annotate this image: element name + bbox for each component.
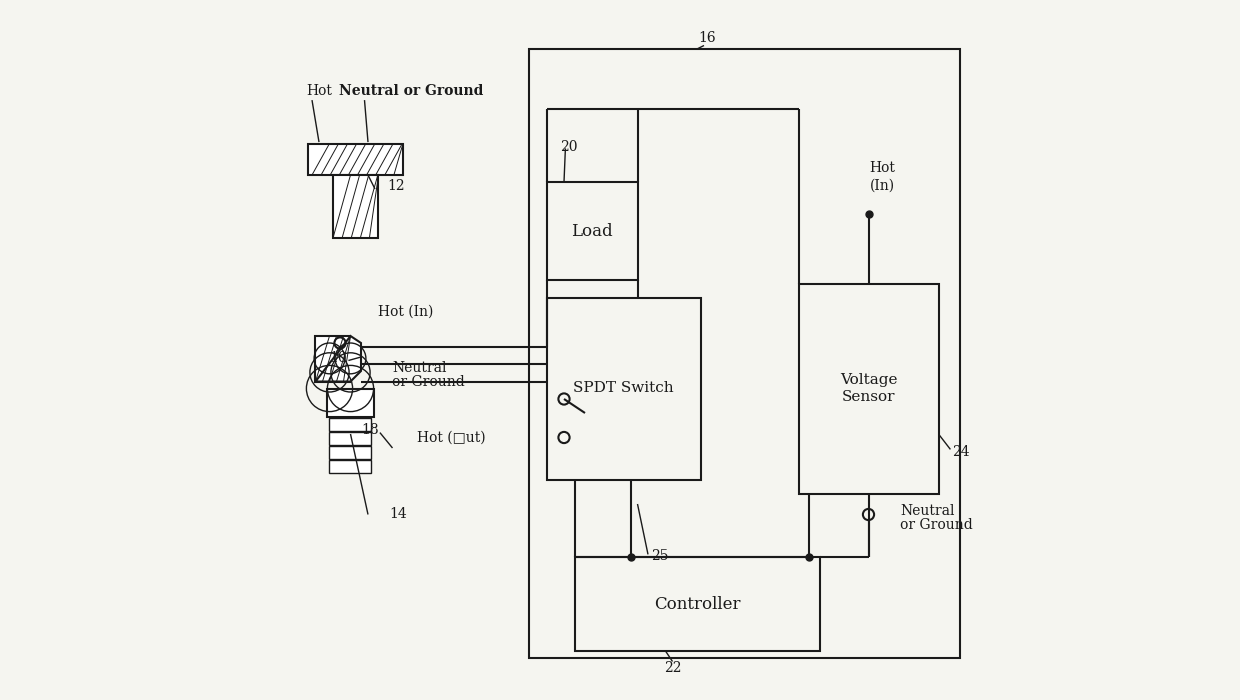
Text: Load: Load [572, 223, 613, 239]
Text: 14: 14 [389, 508, 407, 522]
Text: or Ground: or Ground [393, 374, 465, 388]
Text: or Ground: or Ground [900, 518, 972, 532]
Text: Hot: Hot [869, 161, 895, 175]
Text: Voltage
Sensor: Voltage Sensor [839, 373, 898, 404]
Text: Neutral: Neutral [900, 504, 955, 518]
Polygon shape [315, 336, 351, 382]
Bar [327, 389, 373, 416]
Bar [574, 556, 820, 651]
Bar [330, 446, 372, 459]
Polygon shape [334, 175, 378, 238]
Bar [330, 460, 372, 473]
Text: 12: 12 [388, 178, 405, 192]
Text: 16: 16 [698, 32, 717, 46]
Text: 18: 18 [361, 424, 378, 438]
Text: Neutral or Ground: Neutral or Ground [339, 84, 482, 98]
Text: Hot: Hot [306, 84, 332, 98]
Bar [547, 298, 701, 480]
Bar [547, 182, 637, 280]
Polygon shape [315, 336, 361, 382]
Text: Neutral: Neutral [393, 360, 446, 374]
Text: 20: 20 [560, 140, 578, 154]
Text: 25: 25 [651, 550, 670, 564]
Text: Hot (□ut): Hot (□ut) [417, 430, 486, 444]
Text: Controller: Controller [653, 596, 740, 612]
Polygon shape [309, 144, 403, 175]
Text: 24: 24 [952, 444, 970, 458]
Text: 22: 22 [663, 662, 681, 676]
Bar [330, 418, 372, 430]
Text: 10: 10 [330, 351, 347, 365]
Bar [330, 432, 372, 444]
Text: SPDT Switch: SPDT Switch [573, 382, 673, 395]
Bar [529, 49, 960, 658]
Bar [799, 284, 939, 493]
Text: (In): (In) [870, 178, 895, 192]
Text: Hot (In): Hot (In) [378, 304, 434, 318]
